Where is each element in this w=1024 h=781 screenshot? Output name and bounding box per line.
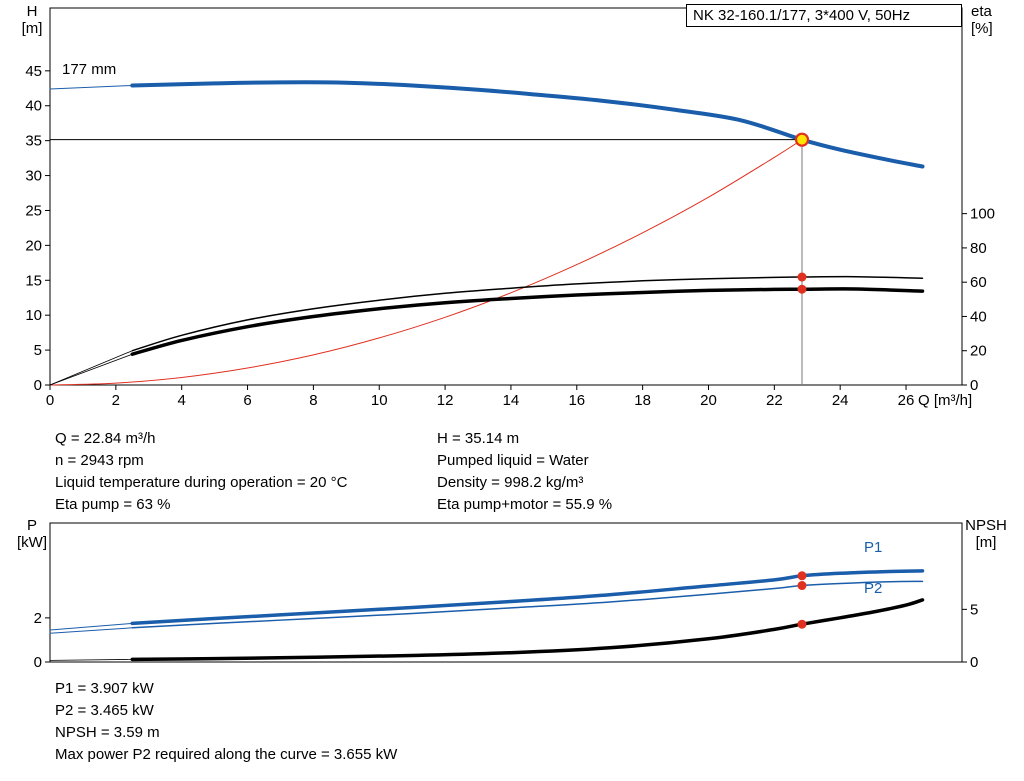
duty-point-marker — [794, 132, 810, 147]
eta-axis-title: eta [%] — [971, 3, 1013, 37]
x-tick-label: 10 — [371, 392, 388, 409]
npsh-axis-title: NPSH [m] — [960, 517, 1012, 551]
info-line-p1: P1 = 3.907 kW — [55, 680, 154, 697]
p2-curve-label: P2 — [864, 580, 883, 597]
pump-curve-lead — [49, 85, 133, 90]
y-left-tick-label: 45 — [25, 63, 42, 80]
x-tick-label: 22 — [766, 392, 783, 409]
p1-curve-label: P1 — [864, 539, 883, 556]
y-right-tick-label: 60 — [970, 274, 987, 291]
p-axis-title: P [kW] — [12, 517, 52, 551]
npsh-curve-lead — [49, 659, 133, 661]
p-axis-label: P — [26, 517, 37, 534]
duty-info-right: H = 35.14 m Pumped liquid = Water Densit… — [437, 428, 612, 516]
system-curve — [49, 139, 803, 386]
npsh-axis-label: NPSH — [965, 517, 1007, 534]
y-left-tick-label: 25 — [25, 202, 42, 219]
y-right-tick-label: 20 — [970, 343, 987, 360]
x-tick-label: 4 — [178, 392, 186, 409]
y-right-tick-label: 0 — [970, 654, 978, 671]
y-left-tick-label: 35 — [25, 133, 42, 150]
x-tick-label: 18 — [634, 392, 651, 409]
info-line-n: n = 2943 rpm — [55, 452, 144, 469]
info-line-p2: P2 = 3.465 kW — [55, 702, 154, 719]
x-tick-label: 20 — [700, 392, 717, 409]
h-axis-label: H — [26, 3, 38, 20]
x-tick-label: 14 — [503, 392, 520, 409]
info-line-q: Q = 22.84 m³/h — [55, 430, 156, 447]
y-right-tick-label: 5 — [970, 601, 978, 618]
x-tick-label: 26 — [898, 392, 915, 409]
y-right-tick-label: 0 — [970, 377, 978, 394]
eta-pump-motor-curve — [130, 287, 925, 356]
info-line-eta-total: Eta pump+motor = 55.9 % — [437, 496, 613, 513]
power-info: P1 = 3.907 kW P2 = 3.465 kW NPSH = 3.59 … — [55, 678, 397, 766]
pump-curve-177mm — [130, 80, 925, 169]
y-left-tick-label: 0 — [34, 377, 42, 394]
y-left-tick-label: 10 — [25, 307, 42, 324]
x-tick-label: 2 — [112, 392, 120, 409]
impeller-size-label: 177 mm — [62, 61, 117, 78]
eta-pump-lead — [49, 350, 133, 386]
p2-point-marker — [797, 581, 807, 591]
npsh-point-marker — [797, 619, 807, 629]
eta-pump-curve — [131, 275, 924, 352]
y-left-tick-label: 30 — [25, 168, 42, 185]
info-line-maxp2: Max power P2 required along the curve = … — [55, 746, 398, 763]
h-axis-unit: [m] — [21, 20, 43, 37]
y-left-tick-label: 0 — [34, 654, 42, 671]
p2-curve — [131, 580, 924, 629]
eta-pump-motor-point-marker — [797, 284, 807, 294]
info-line-density: Density = 998.2 kg/m³ — [437, 474, 584, 491]
x-tick-label: 16 — [568, 392, 585, 409]
info-line-liquid: Pumped liquid = Water — [437, 452, 589, 469]
y-right-tick-label: 40 — [970, 308, 987, 325]
y-right-tick-label: 80 — [970, 240, 987, 257]
plot-border — [49, 7, 963, 386]
y-right-tick-label: 100 — [970, 206, 995, 223]
info-line-temp: Liquid temperature during operation = 20… — [55, 474, 348, 491]
p2-curve-lead — [49, 627, 133, 634]
eta-pump-motor-lead — [49, 353, 133, 386]
info-line-eta-pump: Eta pump = 63 % — [55, 496, 171, 513]
pump-title-box: NK 32-160.1/177, 3*400 V, 50Hz — [686, 4, 962, 27]
y-left-tick-label: 2 — [34, 610, 42, 627]
p1-curve-lead — [49, 622, 133, 631]
npsh-curve — [130, 598, 925, 662]
y-left-tick-label: 15 — [25, 272, 42, 289]
x-tick-label: 0 — [46, 392, 54, 409]
eta-axis-unit: [%] — [971, 20, 993, 37]
x-tick-label: 12 — [437, 392, 454, 409]
info-line-h: H = 35.14 m — [437, 430, 520, 447]
plot-border — [49, 522, 963, 663]
duty-info-left: Q = 22.84 m³/h n = 2943 rpm Liquid tempe… — [55, 428, 347, 516]
q-axis-label: Q [m³/h] — [918, 392, 973, 409]
p1-point-marker — [797, 571, 807, 581]
p1-curve — [130, 569, 925, 626]
y-left-tick-label: 20 — [25, 237, 42, 254]
x-tick-label: 24 — [832, 392, 849, 409]
p-axis-unit: [kW] — [17, 534, 47, 551]
y-left-tick-label: 40 — [25, 98, 42, 115]
x-tick-label: 8 — [309, 392, 317, 409]
npsh-axis-unit: [m] — [975, 534, 997, 551]
info-line-npsh: NPSH = 3.59 m — [55, 724, 160, 741]
x-tick-label: 6 — [243, 392, 251, 409]
eta-axis-label: eta — [971, 3, 992, 20]
eta-pump-point-marker — [797, 272, 807, 282]
h-axis-title: H [m] — [12, 3, 52, 37]
y-left-tick-label: 5 — [34, 342, 42, 359]
